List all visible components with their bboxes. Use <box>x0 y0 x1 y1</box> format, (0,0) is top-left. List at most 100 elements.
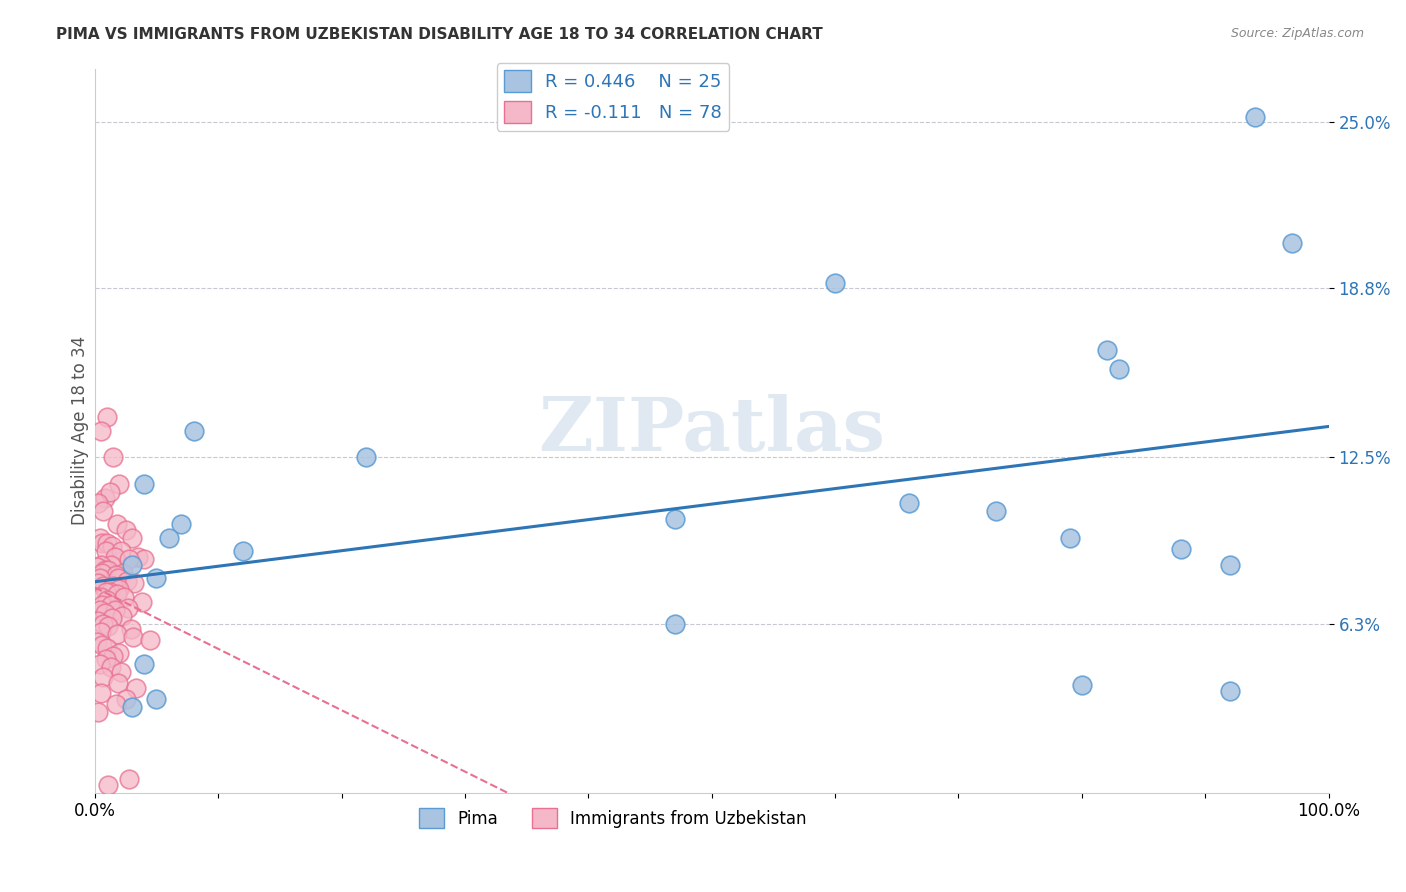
Point <box>103 648 125 663</box>
Point <box>94 544 117 558</box>
Point <box>183 424 205 438</box>
Point <box>108 582 131 596</box>
Point <box>91 566 114 580</box>
Point <box>90 424 112 438</box>
Point <box>93 491 115 505</box>
Text: Source: ZipAtlas.com: Source: ZipAtlas.com <box>1230 27 1364 40</box>
Point <box>107 675 129 690</box>
Point <box>91 598 114 612</box>
Point <box>131 595 153 609</box>
Point <box>86 635 108 649</box>
Point <box>1070 678 1092 692</box>
Point <box>94 651 117 665</box>
Point <box>898 496 921 510</box>
Point <box>103 579 125 593</box>
Point <box>86 560 108 574</box>
Point <box>127 549 149 564</box>
Point <box>120 622 142 636</box>
Point <box>96 536 118 550</box>
Point <box>103 450 125 465</box>
Point <box>1219 683 1241 698</box>
Point <box>97 563 120 577</box>
Point <box>232 544 254 558</box>
Point <box>115 574 138 588</box>
Point <box>97 778 120 792</box>
Point <box>824 276 846 290</box>
Point <box>664 616 686 631</box>
Point <box>124 576 146 591</box>
Point <box>114 691 136 706</box>
Point <box>145 571 167 585</box>
Point <box>121 531 143 545</box>
Point <box>93 504 115 518</box>
Point <box>87 614 110 628</box>
Point <box>103 603 125 617</box>
Point <box>108 646 131 660</box>
Point <box>97 619 120 633</box>
Point <box>354 450 377 465</box>
Point <box>90 558 112 572</box>
Point <box>93 579 115 593</box>
Point <box>94 584 117 599</box>
Point <box>118 772 141 787</box>
Point <box>90 590 112 604</box>
Point <box>100 598 122 612</box>
Point <box>122 630 145 644</box>
Point <box>89 657 111 671</box>
Point <box>93 563 115 577</box>
Point <box>1108 362 1130 376</box>
Point <box>134 477 156 491</box>
Point <box>124 681 146 695</box>
Point <box>1059 531 1081 545</box>
Point <box>108 477 131 491</box>
Point <box>90 686 112 700</box>
Point <box>93 606 115 620</box>
Point <box>105 587 128 601</box>
Point <box>93 616 115 631</box>
Point <box>112 590 135 604</box>
Point <box>100 659 122 673</box>
Point <box>87 576 110 591</box>
Point <box>110 665 132 679</box>
Point <box>104 568 127 582</box>
Y-axis label: Disability Age 18 to 34: Disability Age 18 to 34 <box>72 336 89 525</box>
Point <box>101 611 124 625</box>
Text: ZIPatlas: ZIPatlas <box>538 394 886 467</box>
Point <box>134 657 156 671</box>
Point <box>91 536 114 550</box>
Point <box>170 517 193 532</box>
Point <box>91 638 114 652</box>
Point <box>984 504 1007 518</box>
Point <box>89 571 111 585</box>
Point <box>90 624 112 639</box>
Point <box>87 496 110 510</box>
Point <box>110 544 132 558</box>
Point <box>87 705 110 719</box>
Point <box>105 627 128 641</box>
Point <box>96 592 118 607</box>
Point <box>112 566 135 580</box>
Point <box>111 608 134 623</box>
Point <box>145 691 167 706</box>
Point <box>134 552 156 566</box>
Point <box>1243 110 1265 124</box>
Point <box>104 697 127 711</box>
Point <box>1281 235 1303 250</box>
Point <box>1219 558 1241 572</box>
Point <box>121 558 143 572</box>
Point <box>96 640 118 655</box>
Point <box>100 558 122 572</box>
Point <box>89 603 111 617</box>
Legend: Pima, Immigrants from Uzbekistan: Pima, Immigrants from Uzbekistan <box>413 801 813 835</box>
Point <box>157 531 180 545</box>
Point <box>664 512 686 526</box>
Point <box>107 571 129 585</box>
Point <box>1170 541 1192 556</box>
Point <box>98 485 121 500</box>
Point <box>93 670 115 684</box>
Point <box>96 410 118 425</box>
Point <box>103 549 125 564</box>
Point <box>101 539 124 553</box>
Point <box>114 523 136 537</box>
Point <box>121 699 143 714</box>
